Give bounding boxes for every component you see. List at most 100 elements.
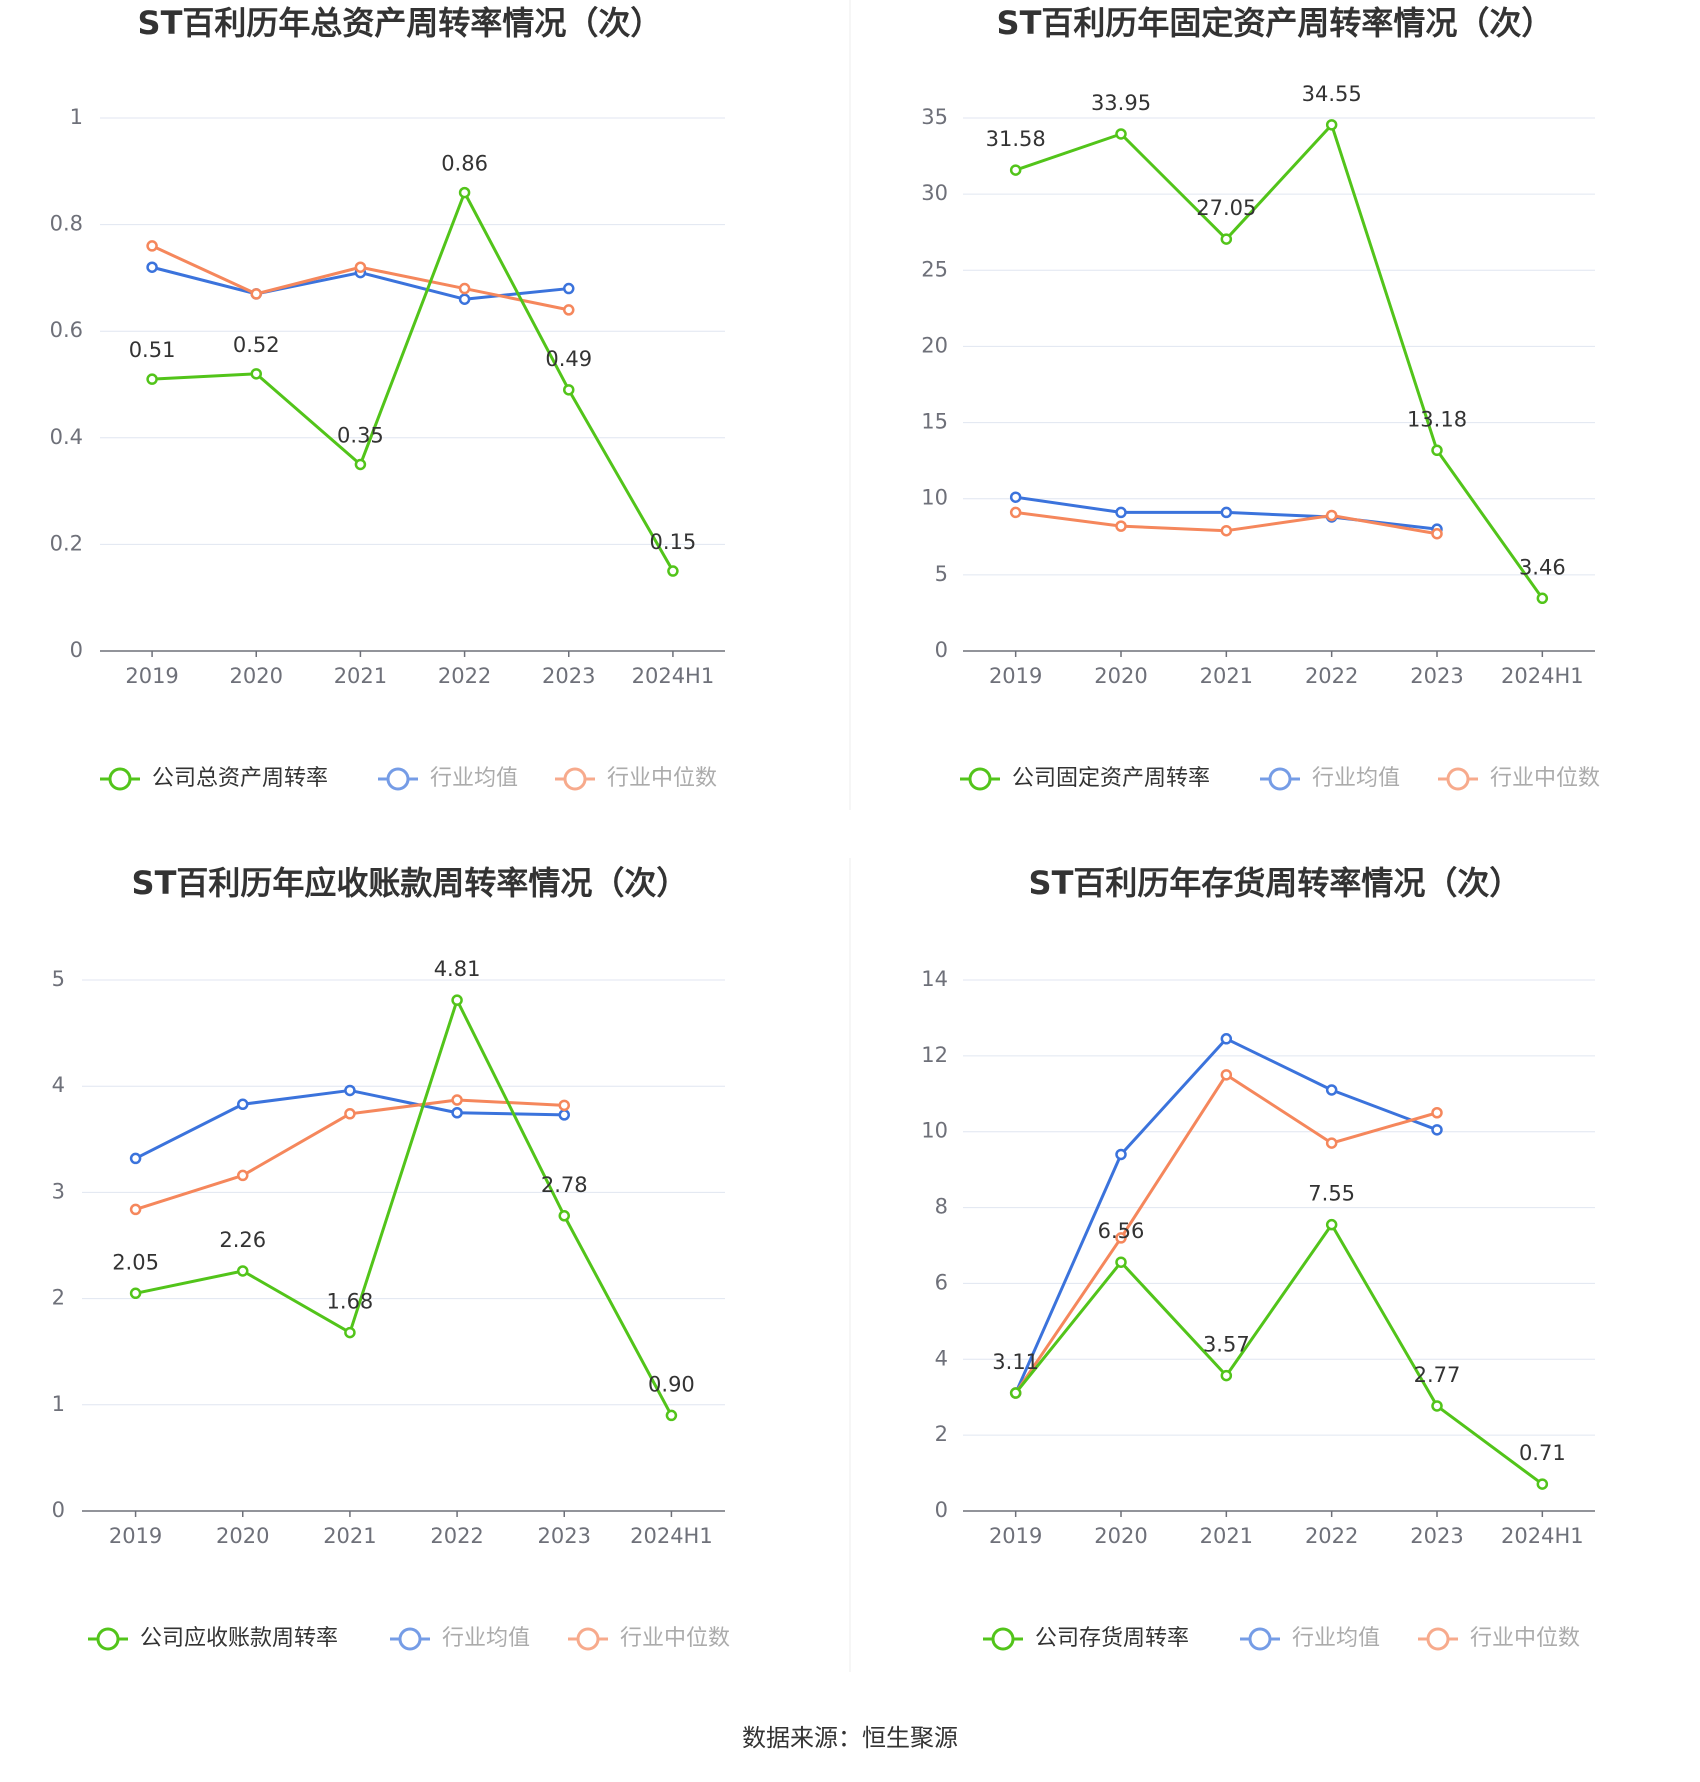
chart-panel-3: ST百利历年应收账款周转率情况（次） 0 1 2 3 4 5 2019 2020 2021 2022…	[52, 864, 730, 1651]
x-tick-label: 2019	[125, 664, 178, 688]
y-tick-label: 0	[935, 1498, 948, 1522]
x-tick-label: 2020	[1094, 1524, 1147, 1548]
data-point-company	[129, 1287, 142, 1300]
data-point-average	[237, 1098, 249, 1111]
x-tick-label: 2023	[538, 1524, 591, 1548]
data-label: 6.56	[1098, 1219, 1145, 1243]
y-tick-label: 20	[921, 333, 948, 357]
data-point-company	[665, 1409, 678, 1422]
data-point-average	[1220, 1033, 1233, 1045]
x-tick-label: 2019	[109, 1524, 162, 1548]
y-tick-label: 10	[921, 1119, 948, 1143]
x-tick-label: 2021	[1200, 664, 1253, 688]
legend-marker-icon	[96, 1627, 120, 1651]
x-tick-label: 2019	[989, 1524, 1042, 1548]
data-point-company	[1115, 128, 1127, 140]
legend-marker-icon	[576, 1627, 600, 1651]
legend-marker-icon	[108, 767, 132, 791]
data-point-median	[563, 304, 575, 316]
chart-panel-1: ST百利历年总资产周转率情况（次） 0 0.2 0.4 0.6 0.8 1 2019 2020 2…	[50, 4, 725, 791]
data-point-average	[1220, 506, 1233, 519]
y-tick-label: 4	[52, 1073, 65, 1097]
legend-item-company[interactable]: 公司总资产周转率	[100, 766, 328, 791]
y-tick-label: 0	[52, 1498, 65, 1522]
y-tick-label: 2	[935, 1422, 948, 1446]
legend-marker-icon	[1268, 767, 1292, 791]
legend-item-average[interactable]: 行业均值	[1240, 1626, 1380, 1651]
legend-marker-icon	[563, 767, 587, 791]
data-point-company	[1431, 1400, 1443, 1412]
legend-marker-icon	[398, 1627, 422, 1651]
data-point-median	[1115, 520, 1127, 532]
data-point-median	[129, 1203, 142, 1216]
y-tick-label: 25	[921, 257, 948, 281]
y-tick-label: 1	[52, 1392, 65, 1416]
y-tick-label: 6	[935, 1270, 948, 1294]
x-tick-label: 2022	[1305, 1524, 1358, 1548]
data-point-average	[563, 282, 575, 295]
legend-item-median[interactable]: 行业中位数	[555, 766, 717, 791]
x-tick-label: 2020	[1094, 664, 1147, 688]
x-tick-label: 2023	[542, 664, 595, 688]
chart-panel-2: ST百利历年固定资产周转率情况（次） 0 5 10 15 20 25 30 35 2019 2020…	[921, 4, 1600, 791]
legend-item-average[interactable]: 行业均值	[390, 1626, 530, 1651]
data-label: 13.18	[1407, 407, 1467, 431]
x-tick-label: 2019	[989, 664, 1042, 688]
data-point-average	[146, 261, 158, 273]
data-label: 27.05	[1196, 196, 1256, 220]
data-point-average	[558, 1109, 570, 1121]
legend-item-average[interactable]: 行业均值	[1260, 766, 1400, 791]
data-label: 3.11	[992, 1350, 1039, 1374]
y-tick-label: 15	[921, 410, 948, 434]
x-tick-label: 2023	[1410, 1524, 1463, 1548]
y-tick-label: 2	[52, 1286, 65, 1310]
legend-item-median[interactable]: 行业中位数	[1438, 766, 1600, 791]
legend-label: 行业中位数	[1490, 766, 1600, 791]
data-label: 2.05	[112, 1250, 159, 1274]
legend-marker-icon	[1248, 1627, 1272, 1651]
y-tick-label: 35	[921, 105, 948, 129]
data-point-median	[250, 288, 262, 300]
y-tick-label: 1	[70, 105, 83, 129]
legend-marker-icon	[991, 1627, 1015, 1651]
legend-item-company[interactable]: 公司固定资产周转率	[960, 766, 1210, 791]
data-label: 4.81	[434, 957, 481, 981]
data-point-median	[458, 282, 471, 295]
y-tick-label: 8	[935, 1195, 948, 1219]
data-label: 0.90	[648, 1372, 695, 1396]
legend-label: 公司固定资产周转率	[1012, 766, 1210, 791]
legend-item-company[interactable]: 公司存货周转率	[983, 1626, 1189, 1651]
x-tick-label: 2024H1	[630, 1524, 713, 1548]
data-point-median	[237, 1169, 249, 1182]
y-tick-label: 10	[921, 486, 948, 510]
data-point-average	[1431, 1124, 1443, 1136]
legend-item-median[interactable]: 行业中位数	[1418, 1626, 1580, 1651]
x-tick-label: 2021	[1200, 1524, 1253, 1548]
data-point-company	[344, 1326, 356, 1339]
data-point-company	[1431, 444, 1443, 457]
data-label: 0.15	[650, 530, 697, 554]
data-point-median	[1431, 527, 1443, 540]
y-tick-label: 5	[52, 967, 65, 991]
y-tick-label: 14	[921, 967, 948, 991]
legend-label: 行业均值	[430, 766, 518, 791]
series-line-company	[135, 998, 673, 1417]
legend-item-median[interactable]: 行业中位数	[568, 1626, 730, 1651]
series-line-company	[1014, 1223, 1544, 1486]
data-point-median	[558, 1099, 570, 1112]
data-point-company	[1115, 1256, 1127, 1268]
data-point-company	[1009, 164, 1022, 176]
x-tick-label: 2022	[430, 1524, 483, 1548]
data-point-average	[451, 1107, 463, 1119]
data-label: 0.52	[233, 333, 280, 357]
x-tick-label: 2020	[230, 664, 283, 688]
legend-marker-icon	[968, 767, 992, 791]
data-point-median	[1325, 509, 1338, 522]
data-point-company	[1325, 1218, 1338, 1231]
x-tick-label: 2024H1	[1501, 1524, 1584, 1548]
data-label: 3.46	[1519, 555, 1566, 579]
data-point-company	[1536, 1478, 1549, 1490]
legend-item-average[interactable]: 行业均值	[378, 766, 518, 791]
legend-item-company[interactable]: 公司应收账款周转率	[88, 1626, 338, 1651]
data-label: 7.55	[1308, 1182, 1355, 1206]
